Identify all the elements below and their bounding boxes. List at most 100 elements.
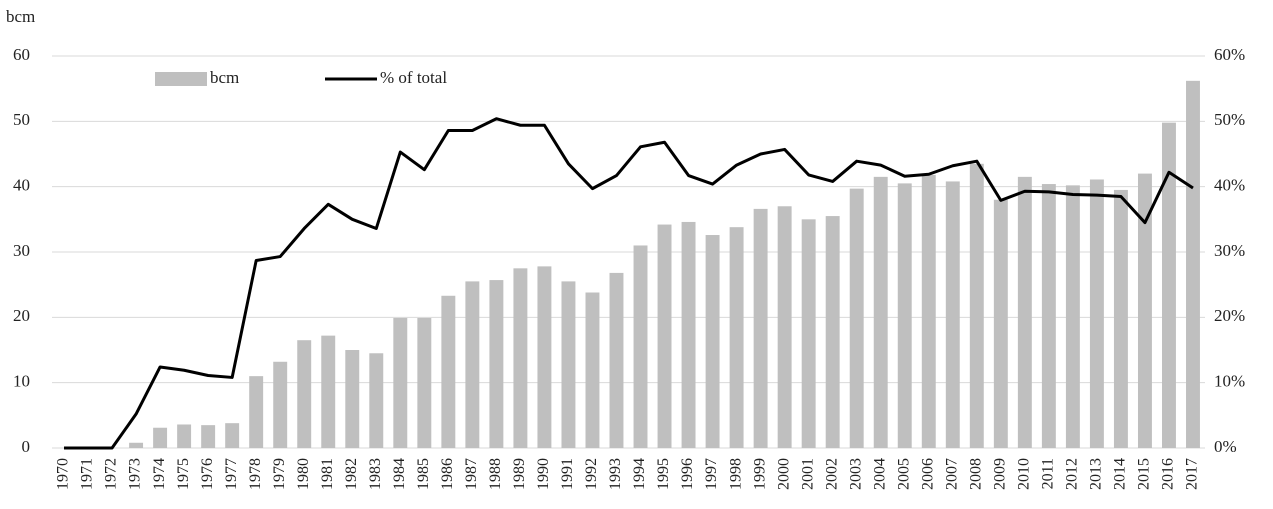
bar	[609, 272, 624, 448]
x-tick-label: 1989	[511, 458, 528, 490]
x-tick-label: 1990	[535, 458, 552, 490]
bar	[969, 163, 984, 449]
x-tick-label: 2017	[1184, 458, 1201, 490]
x-tick-label: 2006	[919, 458, 936, 490]
legend-swatch	[155, 72, 207, 86]
y2-tick-label: 40%	[1214, 176, 1245, 195]
bar	[945, 181, 960, 448]
x-tick-label: 1993	[607, 458, 624, 490]
bar	[849, 188, 864, 449]
bar	[465, 281, 480, 448]
bar	[633, 245, 648, 448]
x-tick-label: 1976	[199, 458, 216, 490]
x-tick-label: 1970	[55, 458, 72, 490]
y-tick-label: 40	[13, 176, 30, 195]
x-tick-label: 1986	[439, 458, 456, 490]
bar	[177, 424, 192, 448]
y2-tick-label: 0%	[1214, 437, 1237, 456]
x-tick-label: 1973	[127, 458, 144, 490]
bar	[873, 176, 888, 448]
x-tick-label: 2008	[967, 458, 984, 490]
x-tick-label: 1995	[655, 458, 672, 490]
bar	[1089, 179, 1104, 449]
bar	[921, 174, 936, 448]
y-tick-label: 60	[13, 45, 30, 64]
x-tick-label: 2000	[775, 458, 792, 490]
bar	[537, 266, 552, 448]
bar	[393, 317, 408, 448]
bar	[1186, 80, 1200, 449]
bar	[225, 423, 240, 448]
y-tick-label: 30	[13, 241, 30, 260]
bar	[249, 376, 264, 448]
x-tick-label: 2003	[847, 458, 864, 490]
y2-tick-label: 30%	[1214, 241, 1245, 260]
x-tick-label: 1972	[103, 458, 120, 490]
x-tick-label: 1979	[271, 458, 288, 490]
x-tick-label: 1974	[151, 458, 168, 490]
x-tick-label: 1980	[295, 458, 312, 490]
bar	[489, 280, 504, 448]
x-tick-label: 1978	[247, 458, 264, 490]
bar	[345, 350, 360, 448]
x-tick-label: 1984	[391, 458, 408, 490]
bar	[753, 208, 768, 448]
x-tick-label: 1998	[727, 458, 744, 490]
x-tick-label: 1971	[79, 458, 96, 490]
x-tick-label: 1982	[343, 458, 360, 490]
y-tick-label: 10	[13, 372, 30, 391]
bar	[1041, 184, 1056, 448]
bar	[681, 221, 696, 448]
bar	[1017, 176, 1032, 448]
x-tick-label: 1994	[631, 458, 648, 490]
bar	[897, 183, 912, 448]
y2-tick-label: 50%	[1214, 110, 1245, 129]
x-tick-label: 1991	[559, 458, 576, 490]
bar	[561, 281, 576, 448]
bar	[777, 206, 792, 448]
bar	[441, 295, 456, 448]
x-tick-label: 2014	[1112, 458, 1129, 490]
x-tick-label: 2012	[1064, 458, 1081, 490]
bar	[993, 199, 1008, 448]
bar	[297, 340, 312, 448]
line	[64, 117, 1194, 450]
y-tick-label: 20	[13, 306, 30, 325]
x-tick-label: 2015	[1136, 458, 1153, 490]
x-tick-label: 1992	[583, 458, 600, 490]
bar	[801, 219, 816, 448]
y2-tick-label: 10%	[1214, 372, 1245, 391]
bar	[1137, 173, 1152, 448]
x-tick-label: 1985	[415, 458, 432, 490]
x-tick-label: 2013	[1088, 458, 1105, 490]
bar	[153, 427, 168, 448]
y-tick-label: 50	[13, 110, 30, 129]
bar	[585, 292, 600, 448]
x-tick-label: 2002	[823, 458, 840, 490]
x-tick-label: 1996	[679, 458, 696, 490]
x-tick-label: 2004	[871, 458, 888, 490]
bar	[657, 224, 672, 448]
bar	[705, 235, 720, 448]
bar	[369, 353, 384, 448]
x-tick-label: 1975	[175, 458, 192, 490]
bar	[273, 361, 288, 448]
bar	[729, 227, 744, 448]
bar	[321, 335, 336, 448]
bar	[1113, 189, 1128, 448]
x-tick-label: 1983	[367, 458, 384, 490]
x-tick-label: 1997	[703, 458, 720, 490]
bar	[825, 216, 840, 448]
bar	[1162, 122, 1176, 448]
x-tick-label: 1999	[751, 458, 768, 490]
x-tick-label: 1987	[463, 458, 480, 490]
legend-label: bcm	[210, 68, 239, 87]
x-tick-label: 2010	[1016, 458, 1033, 490]
bar	[201, 425, 216, 448]
x-tick-label: 1977	[223, 458, 240, 490]
bar	[417, 317, 432, 448]
x-tick-label: 2011	[1040, 458, 1057, 489]
y2-tick-label: 60%	[1214, 45, 1245, 64]
x-tick-label: 2009	[991, 458, 1008, 490]
